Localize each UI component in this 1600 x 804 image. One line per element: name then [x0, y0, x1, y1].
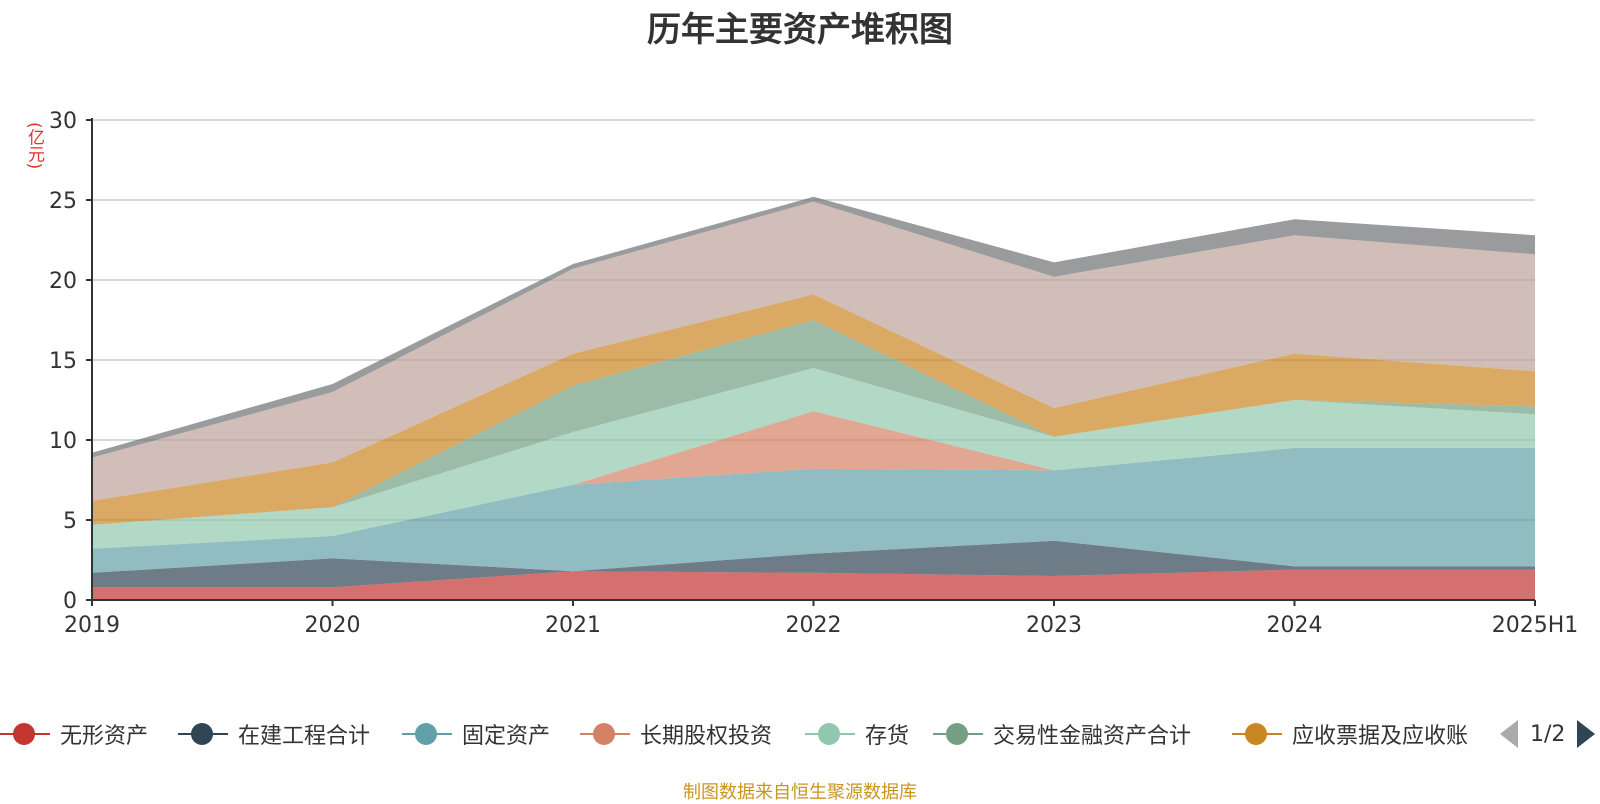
x-tick-label: 2019: [64, 613, 120, 638]
legend-marker-icon: [1232, 722, 1282, 746]
legend-marker-icon: [805, 722, 855, 746]
axes: 0 5 10 15 20 25 30 2019 2020 2021 2022 2023 2024 2025…: [49, 109, 1578, 638]
y-tick-label: 30: [49, 109, 77, 134]
y-tick-label: 25: [49, 189, 77, 214]
legend-item[interactable]: 存货: [805, 716, 909, 752]
area-series-3: [92, 411, 1535, 549]
legend: 无形资产 在建工程合计 固定资产 长期股权投资 存货 交易性金融资产合计 应收票据及应收账: [0, 716, 1600, 752]
chart-title: 历年主要资产堆积图: [647, 10, 953, 50]
legend-item[interactable]: 长期股权投资: [580, 716, 772, 752]
legend-item[interactable]: 交易性金融资产合计: [933, 716, 1191, 752]
stacked-areas: [92, 196, 1535, 600]
area-series-2: [92, 448, 1535, 573]
x-tick-label: 2023: [1026, 613, 1082, 638]
area-series-0: [92, 569, 1535, 600]
x-tick-label: 2022: [786, 613, 842, 638]
legend-label: 存货: [865, 724, 910, 749]
area-series-5: [92, 320, 1535, 525]
y-tick-label: 5: [63, 509, 77, 534]
legend-label: 无形资产: [60, 724, 149, 749]
legend-label: 交易性金融资产合计: [993, 724, 1192, 749]
y-tick-label: 15: [49, 349, 77, 374]
y-tick-label: 0: [63, 589, 77, 614]
legend-item[interactable]: 无形资产: [0, 716, 148, 752]
y-axis-unit-label: (亿元): [24, 122, 44, 170]
legend-label: 长期股权投资: [640, 724, 773, 749]
legend-marker-icon: [933, 722, 983, 746]
data-source-note: 制图数据来自恒生聚源数据库: [683, 782, 917, 803]
legend-pager: 1/2: [1500, 716, 1596, 752]
legend-next-page-icon[interactable]: [1577, 720, 1596, 748]
legend-marker-icon: [0, 722, 50, 746]
x-tick-label: 2024: [1267, 613, 1323, 638]
legend-item[interactable]: 固定资产: [402, 716, 550, 752]
x-tick-label: 2025H1: [1492, 613, 1579, 638]
legend-item[interactable]: 应收票据及应收账: [1232, 716, 1468, 752]
area-series-1: [92, 540, 1535, 588]
area-series-6: [92, 294, 1535, 525]
area-series-7: [92, 201, 1535, 501]
legend-label: 在建工程合计: [238, 724, 371, 749]
legend-prev-page-icon[interactable]: [1500, 720, 1518, 748]
area-series-4: [92, 368, 1535, 549]
legend-item[interactable]: 在建工程合计: [178, 716, 370, 752]
legend-label: 应收票据及应收账: [1292, 724, 1469, 749]
legend-marker-icon: [178, 722, 228, 746]
legend-marker-icon: [580, 722, 630, 746]
y-tick-label: 20: [49, 269, 77, 294]
legend-marker-icon: [402, 722, 452, 746]
legend-page-indicator: 1/2: [1530, 721, 1566, 747]
legend-label: 固定资产: [462, 724, 551, 749]
y-tick-label: 10: [49, 429, 77, 454]
x-tick-label: 2020: [305, 613, 361, 638]
x-tick-label: 2021: [545, 613, 601, 638]
